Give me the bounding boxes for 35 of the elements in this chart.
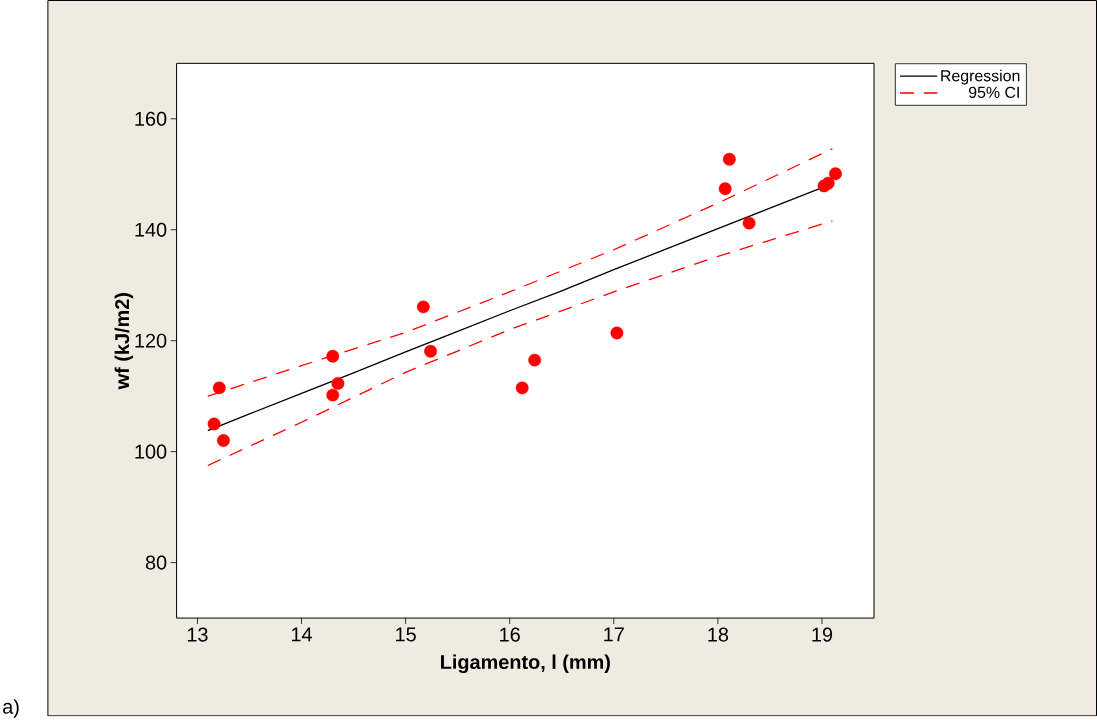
point [424,344,437,358]
x-tick-label: 16 [500,627,520,642]
point [331,377,345,390]
y-tick-label: 80 [145,555,167,570]
line-series [207,220,834,467]
x-tick-label: 18 [708,627,729,642]
legend-label: Regression [941,69,1020,85]
x-tick-label: 13 [187,627,208,642]
x-tick-label: 14 [291,627,312,642]
point [718,182,732,196]
point [742,216,756,230]
point [722,153,736,166]
y-tick-label: 100 [135,444,167,459]
point [515,381,529,395]
point [207,417,221,431]
point [416,300,430,314]
y-tick-label: 120 [135,333,167,348]
point [326,349,340,363]
line-series [207,148,834,397]
x-tick-label: 19 [812,627,833,642]
point [217,434,230,448]
point [326,388,340,402]
legend-label: 95% CI [968,86,1019,99]
y-tick-label: 160 [135,111,167,126]
y-axis-title: wf (kJ/m2) [114,293,134,390]
point [610,326,624,340]
x-axis-title: Ligamento, l (mm) [441,654,610,674]
point [528,353,542,367]
point [829,167,842,181]
x-tick-label: 17 [604,627,624,642]
text: a) [3,699,19,718]
point [212,381,226,395]
y-tick-label: 140 [135,222,167,237]
x-tick-label: 15 [396,627,416,642]
point [821,176,835,190]
